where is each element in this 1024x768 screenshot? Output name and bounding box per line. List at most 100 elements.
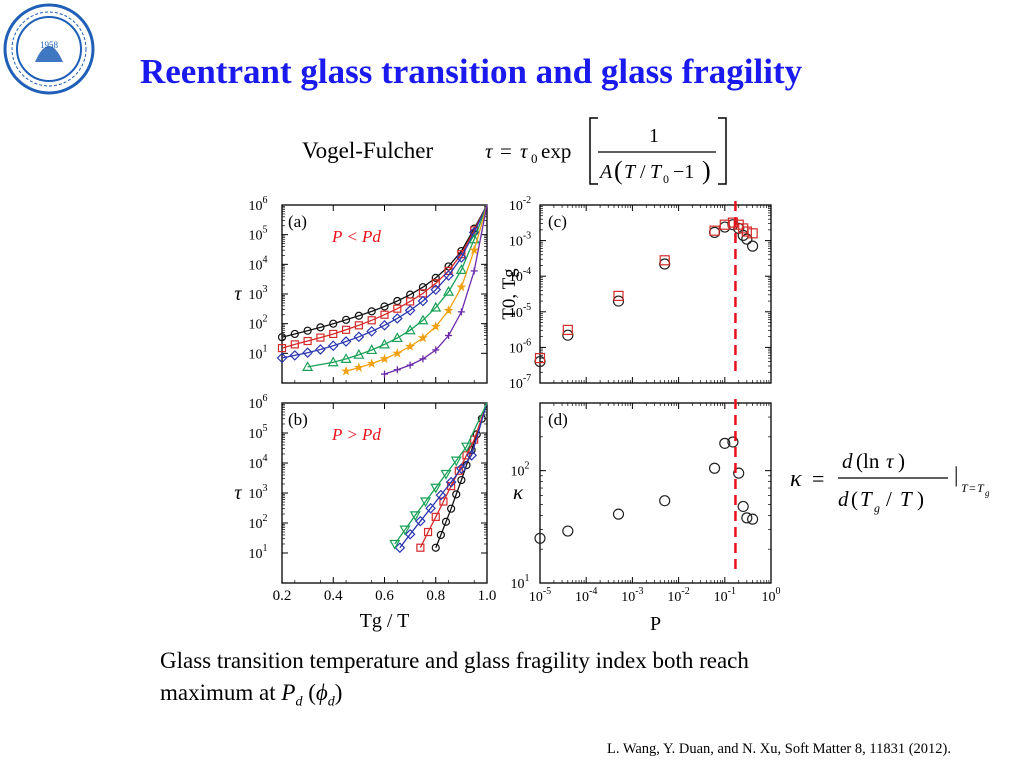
data-point-circle <box>741 233 753 245</box>
citation: L. Wang, Y. Duan, and N. Xu, Soft Matter… <box>607 741 951 757</box>
svg-text:1: 1 <box>649 125 659 147</box>
y-tick-label: 102 <box>249 513 268 532</box>
svg-text:τ: τ <box>485 139 494 163</box>
data-point-star <box>443 305 454 315</box>
data-point-diamond <box>443 270 454 281</box>
data-point-triangle-down <box>450 456 462 467</box>
data-point-triangle-up <box>430 301 442 312</box>
y-tick-label: 104 <box>249 254 268 273</box>
data-point-triangle-down <box>389 539 401 550</box>
data-point-triangle-up <box>404 324 416 335</box>
data-point-circle <box>562 329 574 341</box>
chart-figure: (a) P < Pd τ 101 102 103 104 105 106 (b) P > Pd τ 10… <box>215 190 795 635</box>
svg-text:): ) <box>917 487 924 511</box>
data-point-square <box>431 512 440 521</box>
data-point-circle <box>708 462 721 474</box>
x-axis-label: Tg / T <box>360 610 410 632</box>
data-point-circle <box>612 508 625 520</box>
data-point-square <box>431 279 440 288</box>
y-tick-label: 106 <box>249 393 268 412</box>
data-point-circle <box>747 513 759 525</box>
data-point-square <box>719 219 730 230</box>
data-point-triangle-down <box>409 511 421 522</box>
data-point-diamond <box>289 350 301 361</box>
data-point-circle <box>659 258 671 270</box>
data-point-circle <box>380 302 389 311</box>
logo-year: 1958 <box>40 40 59 50</box>
x-tick-label: 10-4 <box>575 586 597 605</box>
svg-text:τ: τ <box>886 449 895 473</box>
y-tick-label: 105 <box>249 225 268 244</box>
university-logo: 1958 <box>2 2 96 96</box>
data-point-square <box>613 290 624 301</box>
data-point-triangle-down <box>399 525 411 536</box>
caption-line-1: Glass transition temperature and glass f… <box>160 648 749 673</box>
panel-a: (a) P < Pd τ <box>234 204 488 384</box>
series-0 <box>534 436 759 544</box>
data-point-diamond <box>445 476 457 488</box>
data-point-triangle-up <box>468 233 480 244</box>
x-axis-label: P <box>650 613 661 635</box>
data-point-diamond <box>404 528 416 540</box>
data-point-diamond <box>353 331 365 343</box>
data-point-plus <box>445 331 453 339</box>
data-point-star <box>341 365 352 376</box>
data-point-circle <box>436 530 445 540</box>
series-3 <box>302 204 488 371</box>
slide-title: Reentrant glass transition and glass fra… <box>140 52 803 91</box>
data-point-plus <box>457 308 465 316</box>
data-point-diamond <box>366 326 378 337</box>
svg-text:0: 0 <box>663 172 669 186</box>
data-point-star <box>392 347 403 358</box>
data-point-circle <box>727 436 739 448</box>
y-tick-label: 101 <box>249 343 268 362</box>
fit-curve <box>281 204 488 349</box>
data-point-triangle-up <box>353 348 365 359</box>
data-point-diamond <box>456 252 467 263</box>
data-point-square <box>277 344 287 353</box>
data-point-square <box>423 527 433 537</box>
y-tick-label: 103 <box>249 483 268 502</box>
svg-text:T: T <box>624 161 637 183</box>
data-point-circle <box>341 315 351 324</box>
svg-text:d: d <box>842 449 853 473</box>
caption-line-2: maximum at Pd (ϕd) <box>160 680 343 710</box>
y-tick-label: 102 <box>511 461 530 480</box>
panel-label: (c) <box>548 212 567 231</box>
y-tick-label: 10-4 <box>509 266 531 285</box>
svg-text:−1: −1 <box>673 161 694 183</box>
x-tick-label: 0.6 <box>375 588 394 604</box>
svg-text:/: / <box>640 161 646 183</box>
series-4 <box>341 204 488 376</box>
data-point-diamond <box>327 340 339 352</box>
series-3 <box>389 402 488 550</box>
caption-line-2-text: maximum at <box>160 680 282 705</box>
data-point-triangle-up <box>302 361 314 371</box>
svg-text:(: ( <box>851 487 858 511</box>
data-point-circle <box>418 283 428 292</box>
data-point-diamond <box>466 449 477 461</box>
data-point-square <box>709 225 720 236</box>
x-tick-label: 10-2 <box>667 586 689 605</box>
fit-curve <box>345 204 488 372</box>
x-tick-label: 0.8 <box>426 588 445 604</box>
data-point-square <box>659 255 670 266</box>
series-2 <box>394 402 488 554</box>
svg-text:T: T <box>900 487 913 511</box>
data-point-star <box>366 358 377 368</box>
data-point-square <box>290 340 299 349</box>
data-point-triangle-up <box>455 264 467 274</box>
y-tick-label: 10-5 <box>509 302 531 321</box>
panel-frame <box>539 402 772 584</box>
data-point-star <box>430 321 441 331</box>
svg-text:T: T <box>961 481 969 495</box>
data-point-circle <box>303 326 312 335</box>
svg-text:(: ( <box>614 156 623 185</box>
vogel-fulcher-label: Vogel-Fulcher <box>302 138 434 163</box>
data-point-plus <box>432 346 440 354</box>
data-point-plus <box>393 366 401 374</box>
data-point-circle <box>708 226 721 238</box>
data-point-square <box>303 336 312 346</box>
data-point-square <box>741 226 752 237</box>
data-point-triangle-down <box>460 442 473 453</box>
